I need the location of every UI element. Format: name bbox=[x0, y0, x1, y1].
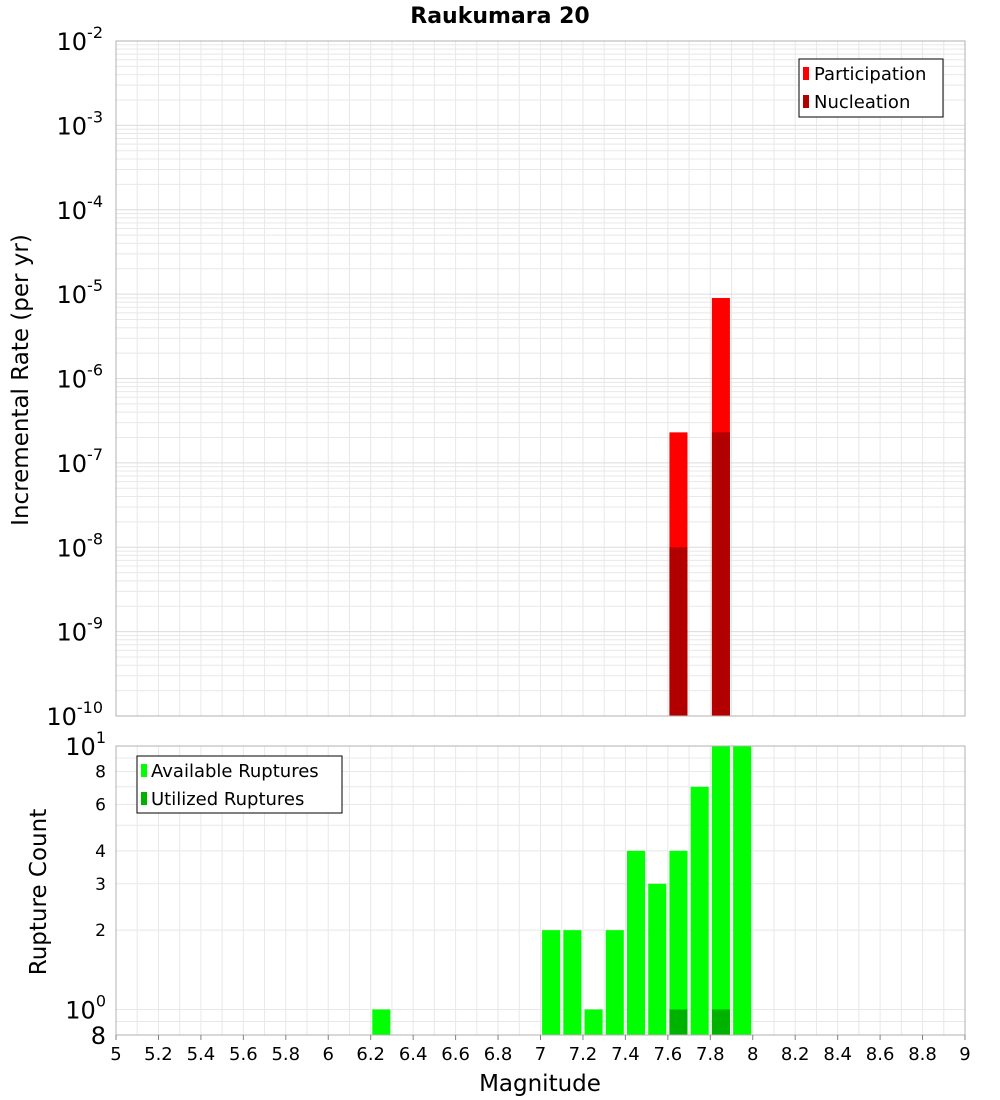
count-y-tick-label: 6 bbox=[95, 795, 106, 815]
x-tick-label: 5.8 bbox=[271, 1044, 300, 1065]
rate-legend-box bbox=[798, 58, 944, 118]
x-tick-label: 6.6 bbox=[441, 1044, 470, 1065]
rate-y-tick-label: 10-2 bbox=[57, 23, 104, 56]
count-legend-box bbox=[136, 755, 343, 814]
x-tick-label: 8.8 bbox=[908, 1044, 937, 1065]
legend-nucleation-label: Nucleation bbox=[814, 92, 910, 113]
rate-y-tick-label: 10-4 bbox=[57, 192, 104, 225]
count-y-tick-label: 101 bbox=[65, 728, 106, 761]
legend-utilized-swatch bbox=[141, 792, 147, 805]
x-tick-label: 8.2 bbox=[781, 1044, 810, 1065]
available-ruptures-bar bbox=[605, 930, 624, 1035]
x-tick-label: 5 bbox=[110, 1044, 121, 1065]
x-tick-label: 6 bbox=[323, 1044, 334, 1065]
x-tick-label: 6.8 bbox=[484, 1044, 513, 1065]
count-y-tick-label: 3 bbox=[95, 875, 106, 895]
count-y-tick-label: 4 bbox=[95, 842, 106, 862]
available-ruptures-bar bbox=[690, 786, 709, 1035]
available-ruptures-bar bbox=[733, 746, 752, 1035]
legend-available-swatch bbox=[141, 764, 147, 777]
count-legend: Available Ruptures Utilized Ruptures bbox=[136, 755, 343, 814]
available-ruptures-bar bbox=[372, 1009, 391, 1035]
available-ruptures-bar bbox=[648, 883, 667, 1035]
nucleation-bar bbox=[711, 432, 730, 716]
x-tick-label: 7 bbox=[535, 1044, 546, 1065]
x-tick-label: 9 bbox=[959, 1044, 970, 1065]
legend-utilized-label: Utilized Ruptures bbox=[151, 789, 304, 810]
x-tick-label: 8.4 bbox=[823, 1044, 852, 1065]
available-ruptures-bar bbox=[542, 930, 561, 1035]
rate-y-tick-label: 10-5 bbox=[57, 276, 104, 309]
x-tick-label: 5.2 bbox=[144, 1044, 173, 1065]
rate-y-tick-label: 10-3 bbox=[57, 107, 104, 140]
utilized-ruptures-bar bbox=[669, 1009, 688, 1035]
x-tick-label: 7.6 bbox=[654, 1044, 683, 1065]
x-axis-label: Magnitude bbox=[479, 1071, 601, 1097]
count-y-tick-label: 8 bbox=[95, 763, 106, 783]
x-tick-label: 8.6 bbox=[866, 1044, 895, 1065]
count-x-ticks: 5 5.2 5.4 5.6 5.8 6 6.2 6.4 6.6 6.8 7 7.2 7.4 7.6 7.8 8… bbox=[110, 1035, 971, 1065]
rate-y-tick-label: 10-9 bbox=[57, 614, 104, 647]
x-tick-label: 7.4 bbox=[611, 1044, 640, 1065]
nucleation-bar bbox=[669, 547, 688, 716]
available-ruptures-bar bbox=[584, 1009, 603, 1035]
available-ruptures-bar bbox=[563, 930, 582, 1035]
rate-grid bbox=[115, 41, 966, 717]
rate-y-tick-label: 10-8 bbox=[57, 529, 104, 562]
x-tick-label: 7.8 bbox=[696, 1044, 725, 1065]
x-tick-label: 6.2 bbox=[356, 1044, 385, 1065]
x-tick-label: 6.4 bbox=[399, 1044, 428, 1065]
x-tick-label: 8 bbox=[747, 1044, 758, 1065]
legend-participation-label: Participation bbox=[814, 64, 926, 85]
rate-plot-border bbox=[115, 40, 966, 717]
rate-y-tick-label: 10-7 bbox=[57, 445, 104, 478]
legend-participation-swatch bbox=[803, 67, 809, 80]
rate-y-tick-label: 10-6 bbox=[57, 361, 104, 394]
count-y-tick-label: 100 bbox=[65, 991, 106, 1024]
legend-nucleation-swatch bbox=[803, 95, 809, 108]
legend-available-label: Available Ruptures bbox=[151, 761, 319, 782]
x-tick-label: 5.4 bbox=[187, 1044, 216, 1065]
rate-panel: 10-10 10-9 10-8 10-7 10-6 10-5 10-4 10-3 10-2 In… bbox=[8, 23, 966, 731]
count-bars bbox=[372, 746, 752, 1035]
rate-bars bbox=[669, 297, 730, 716]
count-y-axis-label: Rupture Count bbox=[26, 809, 52, 975]
chart-title: Raukumara 20 bbox=[410, 4, 589, 29]
rate-y-tick-label: 10-10 bbox=[46, 698, 103, 731]
x-tick-label: 7.2 bbox=[569, 1044, 598, 1065]
rate-y-axis-label: Incremental Rate (per yr) bbox=[8, 234, 34, 526]
count-y-tick-label: 8 bbox=[91, 1022, 106, 1050]
x-tick-label: 5.6 bbox=[229, 1044, 258, 1065]
utilized-ruptures-bar bbox=[711, 1009, 730, 1035]
available-ruptures-bar bbox=[669, 850, 688, 1035]
available-ruptures-bar bbox=[626, 850, 646, 1035]
rate-legend: Participation Nucleation bbox=[798, 58, 944, 118]
count-y-tick-label: 2 bbox=[95, 921, 106, 941]
available-ruptures-bar bbox=[711, 746, 730, 1035]
rate-y-ticks: 10-10 10-9 10-8 10-7 10-6 10-5 10-4 10-3 10-2 bbox=[46, 23, 103, 731]
